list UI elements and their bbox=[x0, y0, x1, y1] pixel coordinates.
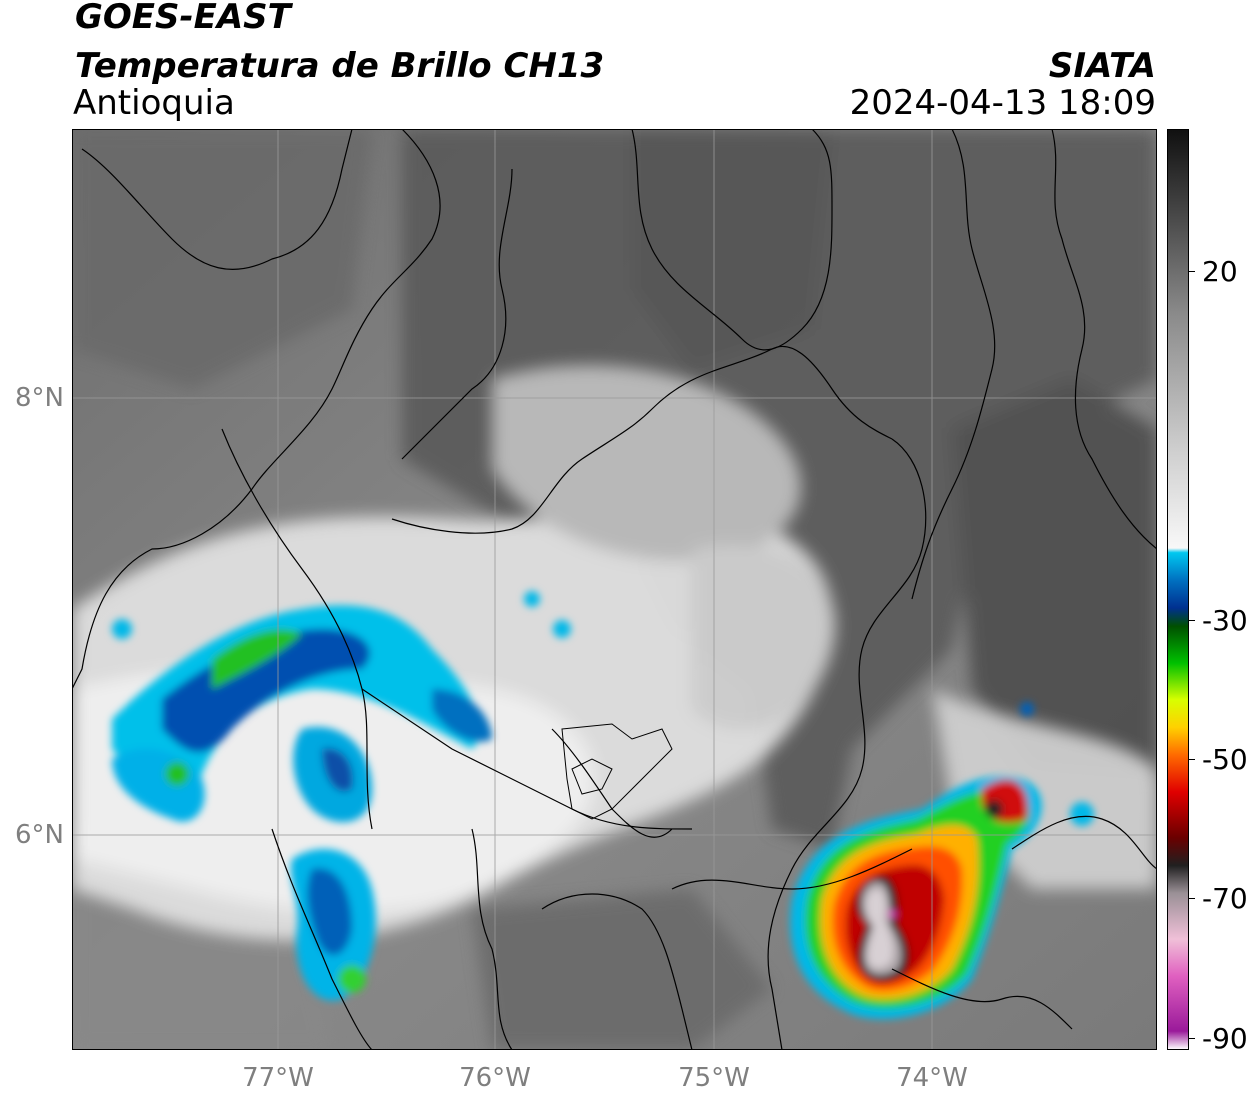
satellite-map[interactable] bbox=[72, 129, 1157, 1050]
colorbar bbox=[1167, 129, 1189, 1050]
colorbar-label-20: 20 bbox=[1202, 255, 1238, 288]
colorbar-label-minus50: -50 bbox=[1202, 743, 1248, 776]
colorbar-tick bbox=[1189, 620, 1195, 621]
colorbar-tick bbox=[1189, 271, 1195, 272]
colorbar-tick bbox=[1189, 1038, 1195, 1039]
colorbar-label-minus30: -30 bbox=[1202, 604, 1248, 637]
lon-label-75w: 75°W bbox=[678, 1063, 750, 1093]
source-label: SIATA bbox=[1048, 46, 1156, 86]
colorbar-tick bbox=[1189, 898, 1195, 899]
satellite-title: GOES-EAST bbox=[75, 0, 291, 37]
lat-label-6n: 6°N bbox=[15, 820, 64, 850]
region-label: Antioquia bbox=[73, 83, 235, 123]
map-canvas bbox=[72, 129, 1157, 1050]
lat-label-8n: 8°N bbox=[15, 383, 64, 413]
datetime-label: 2024-04-13 18:09 bbox=[849, 83, 1156, 123]
product-title: Temperatura de Brillo CH13 bbox=[75, 46, 605, 86]
colorbar-label-minus90: -90 bbox=[1202, 1022, 1248, 1055]
colorbar-label-minus70: -70 bbox=[1202, 882, 1248, 915]
colorbar-tick bbox=[1189, 759, 1195, 760]
lon-label-74w: 74°W bbox=[896, 1063, 968, 1093]
lon-label-76w: 76°W bbox=[459, 1063, 531, 1093]
lon-label-77w: 77°W bbox=[242, 1063, 314, 1093]
